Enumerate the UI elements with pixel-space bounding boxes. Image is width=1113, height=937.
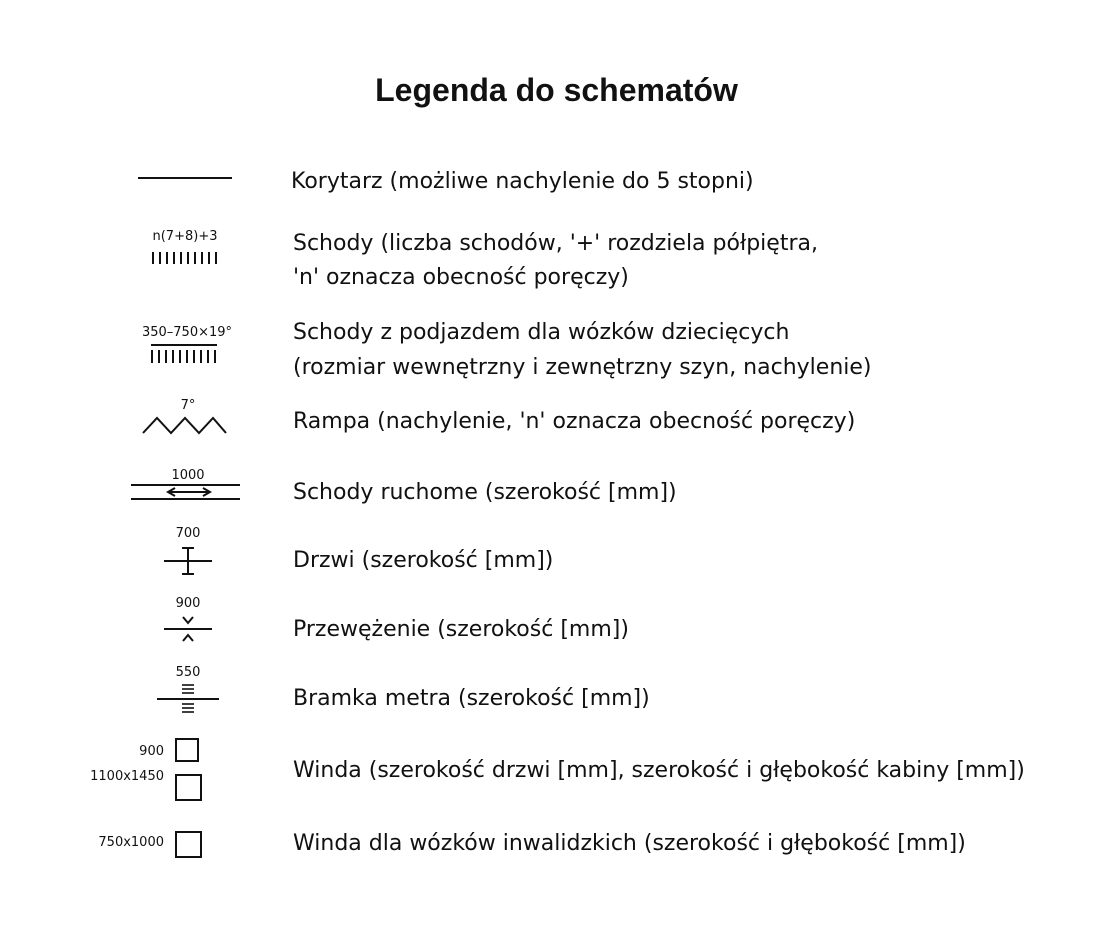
narrowing-symbol-text: 900 <box>176 596 201 611</box>
metro-gate-label: Bramka metra (szerokość [mm]) <box>293 686 650 711</box>
door-symbol-text: 700 <box>176 526 201 541</box>
elevator-door-width: 900 <box>139 744 164 759</box>
stairs-with-ramp-symbol-text: 350–750×19° <box>142 325 232 340</box>
metro-gate-icon <box>157 684 219 713</box>
stairs-steps-icon <box>152 252 217 264</box>
metro-gate-symbol-text: 550 <box>176 665 201 680</box>
door-icon <box>164 547 212 575</box>
corridor-label: Korytarz (możliwe nachylenie do 5 stopni… <box>291 169 754 194</box>
narrowing-symbol: 900 <box>164 596 212 642</box>
elevator-cabin-box-icon <box>175 774 202 801</box>
escalator-symbol: 1000 <box>131 468 240 500</box>
narrowing-icon <box>164 616 212 642</box>
elevator-door-box-icon <box>175 738 199 762</box>
stairs-with-ramp-steps-icon <box>151 350 216 363</box>
corridor-symbol <box>138 177 232 179</box>
metro-gate-symbol: 550 <box>157 665 219 713</box>
ramp-symbol: 7° <box>142 398 227 435</box>
narrowing-label: Przewężenie (szerokość [mm]) <box>293 617 629 642</box>
elevator-label: Winda (szerokość drzwi [mm], szerokość i… <box>293 758 1025 783</box>
escalator-symbol-text: 1000 <box>171 468 204 483</box>
stairs-symbol: n(7+8)+3 <box>152 229 218 264</box>
double-arrow-icon <box>165 487 213 497</box>
door-label: Drzwi (szerokość [mm]) <box>293 548 554 573</box>
stairs-with-ramp-symbol: 350–750×19° <box>142 325 232 363</box>
stairs-label-line-1: Schody (liczba schodów, '+' rozdziela pó… <box>293 231 818 256</box>
elevator-cabin-size: 1100x1450 <box>90 769 164 784</box>
wheelchair-elevator-box-icon <box>175 831 202 858</box>
stairs-with-ramp-label-line-1: Schody z podjazdem dla wózków dziecięcyc… <box>293 320 790 345</box>
stairs-label-line-2: 'n' oznacza obecność poręczy) <box>293 265 629 290</box>
wheelchair-elevator-size: 750x1000 <box>98 835 164 850</box>
stairs-symbol-text: n(7+8)+3 <box>153 229 218 244</box>
stairs-with-ramp-label-line-2: (rozmiar wewnętrzny i zewnętrzny szyn, n… <box>293 355 872 380</box>
ramp-symbol-text: 7° <box>181 398 196 413</box>
door-symbol: 700 <box>164 526 212 575</box>
wheelchair-elevator-label: Winda dla wózków inwalidzkich (szerokość… <box>293 831 966 856</box>
legend-title: Legenda do schematów <box>375 72 738 108</box>
escalator-label: Schody ruchome (szerokość [mm]) <box>293 480 677 505</box>
ramp-zigzag-icon <box>142 416 227 435</box>
ramp-label: Rampa (nachylenie, 'n' oznacza obecność … <box>293 409 856 434</box>
